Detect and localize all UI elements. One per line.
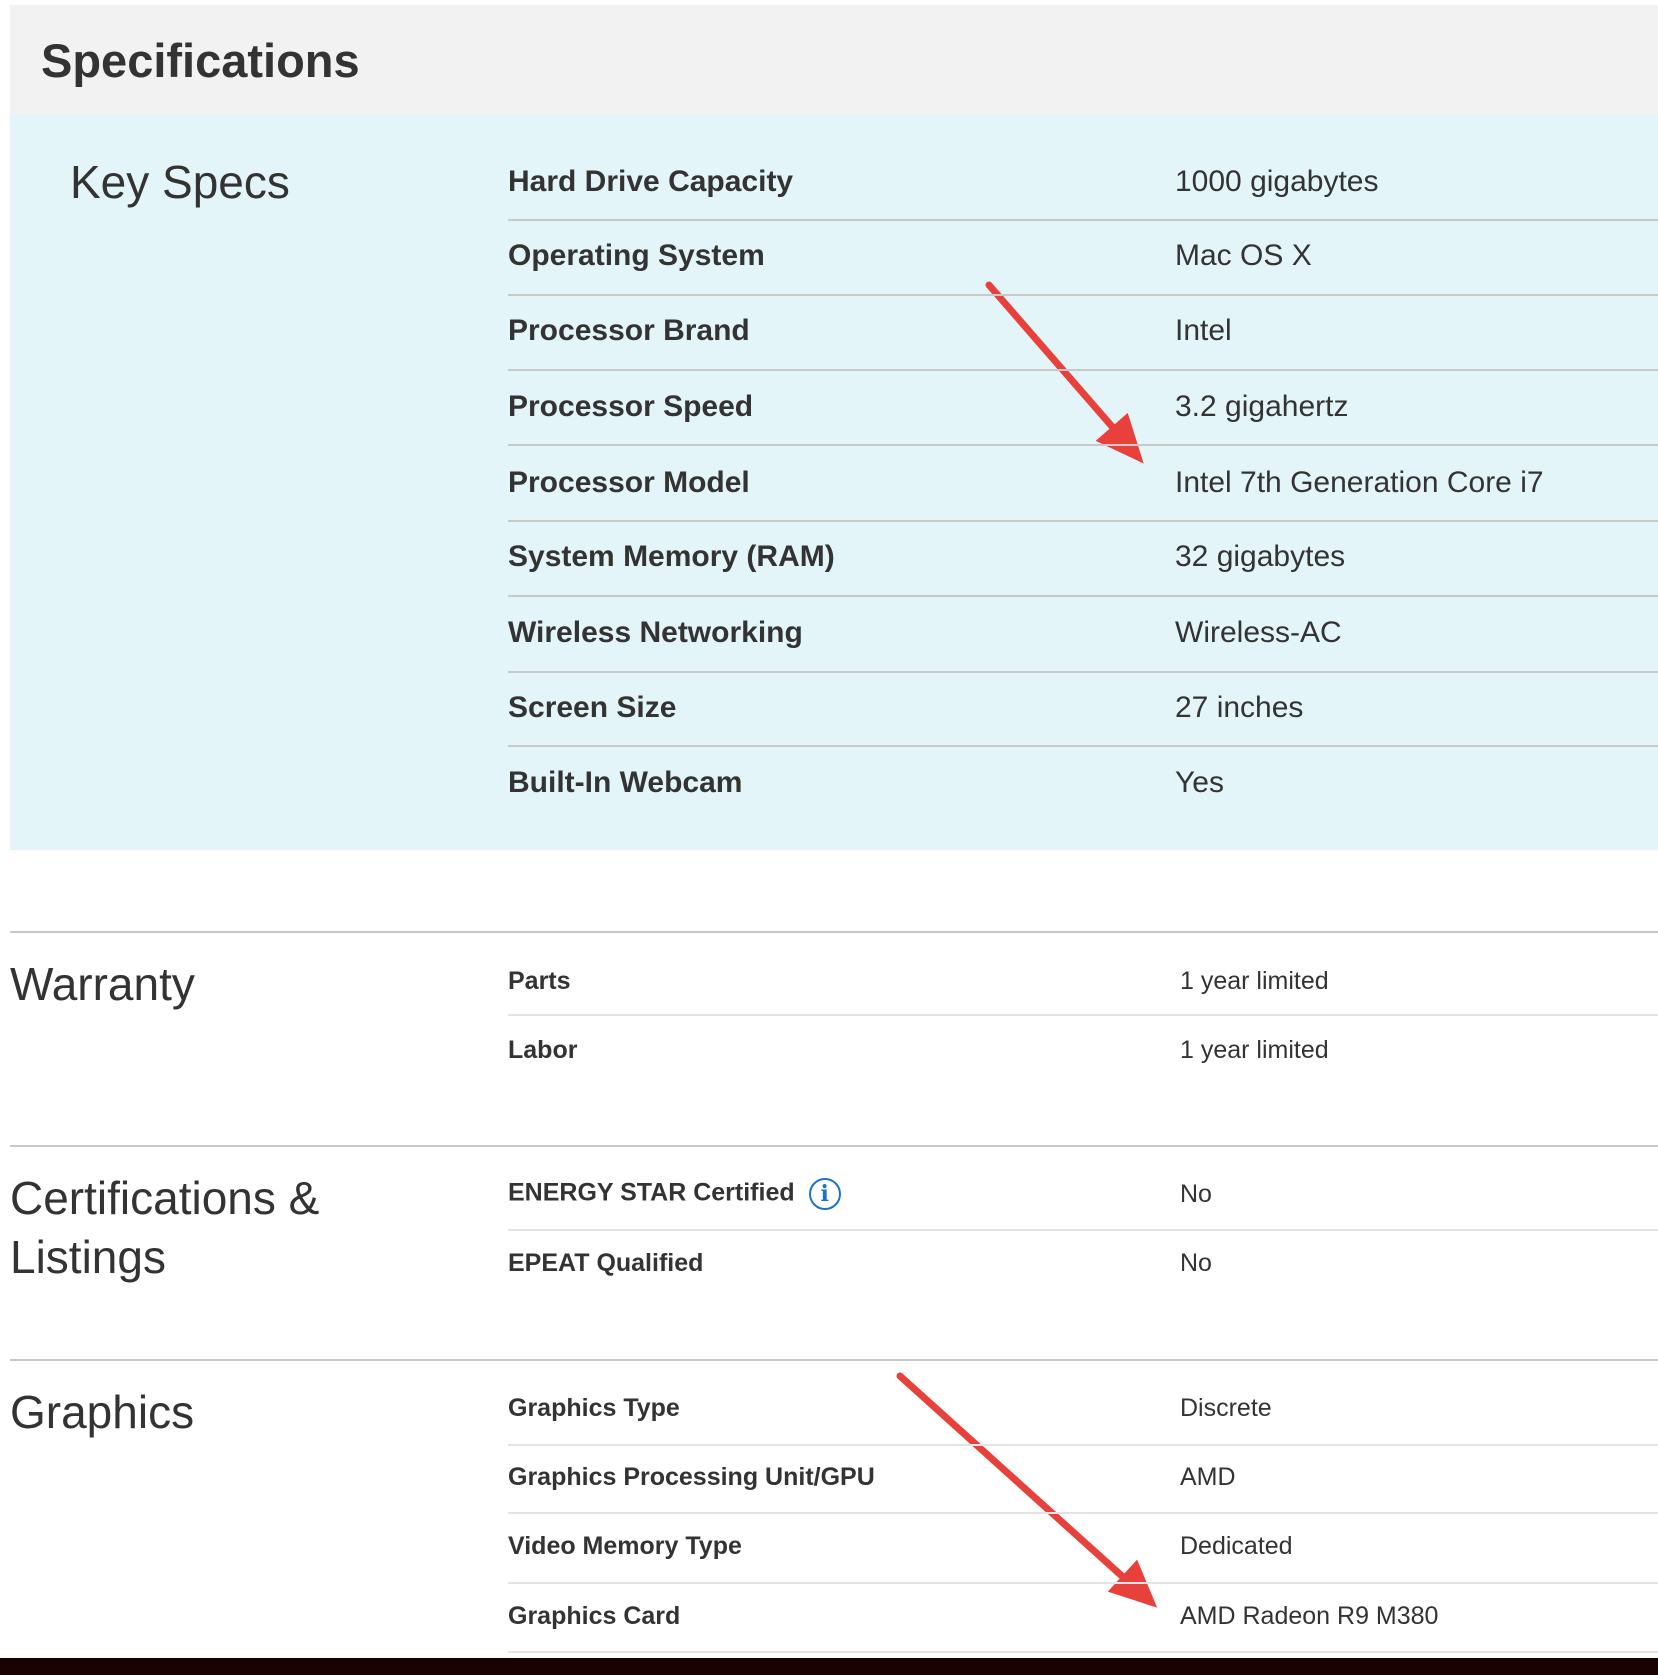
spec-label: Processor Brand <box>508 314 750 347</box>
spec-value: AMD Radeon R9 M380 <box>1180 1601 1439 1630</box>
spec-label: Labor <box>508 1035 578 1064</box>
page-title: Specifications <box>41 34 360 87</box>
spec-value: Yes <box>1175 766 1224 799</box>
spec-value: 1 year limited <box>1180 1035 1329 1064</box>
spec-row: Processor Brand Intel <box>508 311 1658 351</box>
spec-label: Built-In Webcam <box>508 766 743 799</box>
spec-row: Graphics Type Discrete <box>508 1388 1658 1428</box>
spec-value: Intel 7th Generation Core i7 <box>1175 466 1544 499</box>
certifications-title-line2: Listings <box>10 1231 166 1283</box>
row-divider <box>508 294 1658 296</box>
annotation-arrow-head <box>1095 412 1144 464</box>
warranty-title: Warranty <box>10 958 195 1010</box>
row-divider <box>508 1651 1658 1653</box>
spec-value: Intel <box>1175 314 1232 347</box>
row-divider <box>508 1582 1658 1584</box>
row-divider <box>508 219 1658 221</box>
spec-row: System Memory (RAM) 32 gigabytes <box>508 537 1658 577</box>
spec-row: Graphics Card AMD Radeon R9 M380 <box>508 1596 1658 1636</box>
specifications-header: Specifications <box>10 5 1658 114</box>
spec-row: Built-In Webcam Yes <box>508 763 1658 803</box>
spec-label: ENERGY STAR Certified <box>508 1178 795 1207</box>
spec-label: Graphics Type <box>508 1393 680 1422</box>
spec-label: Parts <box>508 966 571 995</box>
spec-value: Mac OS X <box>1175 239 1312 272</box>
key-specs-section <box>10 114 1658 850</box>
row-divider <box>508 1014 1658 1016</box>
row-divider <box>508 1512 1658 1514</box>
spec-label: Video Memory Type <box>508 1531 742 1560</box>
certifications-title-line1: Certifications & <box>10 1172 320 1224</box>
spec-value: 3.2 gigahertz <box>1175 390 1349 423</box>
row-divider <box>508 595 1658 597</box>
spec-row: ENERGY STAR Certified i No <box>508 1174 1658 1214</box>
spec-label: EPEAT Qualified <box>508 1248 704 1277</box>
spec-label: Screen Size <box>508 691 677 724</box>
spec-row: Wireless Networking Wireless-AC <box>508 613 1658 653</box>
row-divider <box>508 369 1658 371</box>
spec-row: Processor Speed 3.2 gigahertz <box>508 387 1658 427</box>
spec-label: Processor Model <box>508 466 750 499</box>
info-icon[interactable]: i <box>808 1178 841 1210</box>
spec-row: Hard Drive Capacity 1000 gigabytes <box>508 162 1658 202</box>
graphics-title: Graphics <box>10 1386 195 1438</box>
spec-label: Graphics Card <box>508 1601 681 1630</box>
spec-label: Wireless Networking <box>508 616 803 649</box>
spec-label: System Memory (RAM) <box>508 540 835 573</box>
row-divider <box>508 745 1658 747</box>
spec-row: Processor Model Intel 7th Generation Core… <box>508 463 1658 503</box>
spec-value: No <box>1180 1179 1212 1208</box>
spec-value: 1000 gigabytes <box>1175 165 1379 198</box>
divider <box>10 1359 1658 1361</box>
row-divider <box>508 520 1658 522</box>
row-divider <box>508 671 1658 673</box>
spec-label: Hard Drive Capacity <box>508 165 794 198</box>
spec-row: Screen Size 27 inches <box>508 688 1658 728</box>
spec-row: Parts 1 year limited <box>508 961 1658 1001</box>
spec-value: AMD <box>1180 1462 1236 1491</box>
spec-label: Operating System <box>508 239 765 272</box>
annotation-arrow <box>896 1372 1137 1590</box>
spec-value: 1 year limited <box>1180 966 1329 995</box>
divider <box>10 1145 1658 1147</box>
spec-row: Labor 1 year limited <box>508 1030 1658 1070</box>
spec-value: Discrete <box>1180 1393 1272 1422</box>
spec-row: Video Memory Type Dedicated <box>508 1526 1658 1566</box>
spec-value: 27 inches <box>1175 691 1304 724</box>
divider <box>10 931 1658 933</box>
spec-value: Wireless-AC <box>1175 616 1342 649</box>
spec-value: 32 gigabytes <box>1175 540 1346 573</box>
key-specs-title: Key Specs <box>70 156 290 208</box>
spec-row: Graphics Processing Unit/GPU AMD <box>508 1457 1658 1497</box>
row-divider <box>508 1229 1658 1231</box>
spec-label: Graphics Processing Unit/GPU <box>508 1462 875 1491</box>
spec-row: Operating System Mac OS X <box>508 236 1658 276</box>
annotation-arrow-head <box>1107 1559 1158 1608</box>
row-divider <box>508 1444 1658 1446</box>
spec-label: Processor Speed <box>508 390 754 423</box>
spec-value: No <box>1180 1248 1212 1277</box>
row-divider <box>508 444 1658 446</box>
taskbar <box>0 1658 1658 1675</box>
spec-value: Dedicated <box>1180 1531 1293 1560</box>
annotation-arrow <box>985 281 1126 442</box>
spec-row: EPEAT Qualified No <box>508 1243 1658 1283</box>
